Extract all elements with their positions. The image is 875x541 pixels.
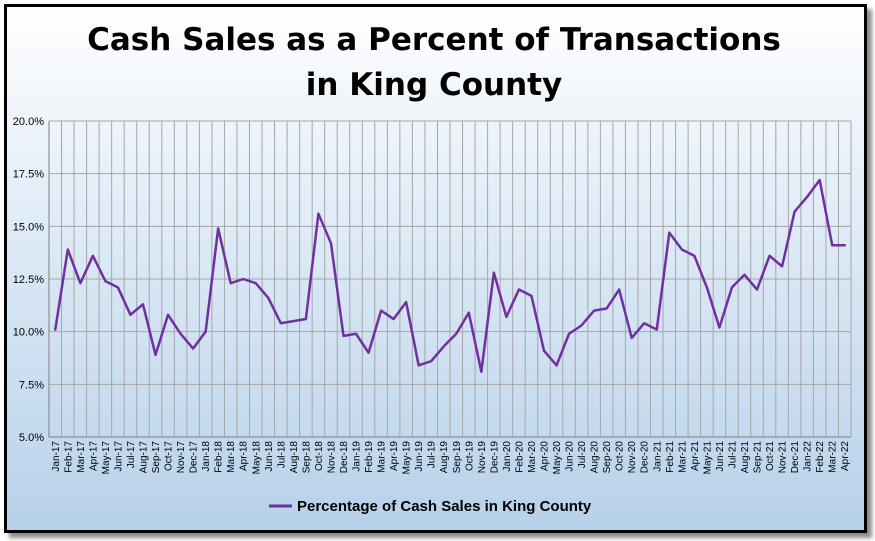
x-tick-label: May-19 xyxy=(402,441,413,475)
x-tick-label: Dec-18 xyxy=(339,441,350,474)
x-tick-label: Sep-20 xyxy=(602,441,613,474)
x-tick-label: Jun-19 xyxy=(414,441,425,472)
y-tick-label: 15.0% xyxy=(13,221,44,233)
x-tick-label: Feb-22 xyxy=(815,441,826,473)
x-tick-label: Oct-21 xyxy=(765,441,776,471)
x-tick-label: Sep-21 xyxy=(753,441,764,474)
series-layer xyxy=(54,178,846,373)
x-tick-label: Oct-20 xyxy=(615,441,626,471)
x-tick-label: Aug-17 xyxy=(138,441,149,474)
x-tick-label: Jun-21 xyxy=(715,441,726,472)
x-tick-label: Aug-20 xyxy=(590,441,601,474)
x-tick-label: Jul-21 xyxy=(727,441,738,469)
x-tick-label: May-17 xyxy=(101,441,112,475)
x-tick-label: Jan-20 xyxy=(502,441,513,472)
y-tick-label: 17.5% xyxy=(13,169,44,181)
legend: Percentage of Cash Sales in King County xyxy=(269,498,592,515)
x-tick-label: Sep-17 xyxy=(151,441,162,474)
x-axis-tick-labels: Jan-17 Feb-17 Mar-17 Apr-17 May-17 Jun-17 Jul-… xyxy=(51,441,851,475)
x-tick-label: Nov-17 xyxy=(176,441,187,474)
x-tick-label: Jan-21 xyxy=(652,441,663,472)
x-tick-label: Jul-17 xyxy=(126,441,137,469)
chart-frame xyxy=(4,4,867,533)
x-tick-label: Feb-21 xyxy=(665,441,676,473)
axes xyxy=(48,121,851,438)
y-tick-label: 5.0% xyxy=(19,432,44,444)
x-tick-label: Sep-18 xyxy=(301,441,312,474)
x-tick-label: Apr-18 xyxy=(239,441,250,471)
x-tick-label: Nov-18 xyxy=(326,441,337,474)
series-line xyxy=(54,178,846,373)
x-tick-label: Mar-17 xyxy=(76,441,87,473)
x-tick-label: Apr-22 xyxy=(840,441,851,471)
x-tick-label: Nov-19 xyxy=(477,441,488,474)
x-tick-label: Nov-21 xyxy=(778,441,789,474)
y-tick-label: 10.0% xyxy=(13,327,44,339)
x-tick-label: May-20 xyxy=(552,441,563,475)
x-tick-label: May-21 xyxy=(702,441,713,475)
x-tick-label: Apr-17 xyxy=(88,441,99,471)
chart-title-line-1: Cash Sales as a Percent of Transactions xyxy=(87,22,781,58)
x-tick-label: Apr-19 xyxy=(389,441,400,471)
x-tick-label: Dec-21 xyxy=(790,441,801,474)
x-tick-label: Mar-21 xyxy=(677,441,688,473)
x-tick-label: May-18 xyxy=(251,441,262,475)
x-tick-label: Apr-20 xyxy=(539,441,550,471)
legend-label: Percentage of Cash Sales in King County xyxy=(297,498,592,515)
x-tick-label: Aug-18 xyxy=(289,441,300,474)
x-tick-label: Feb-19 xyxy=(364,441,375,473)
x-tick-label: Aug-19 xyxy=(439,441,450,474)
x-tick-label: Jul-18 xyxy=(276,441,287,469)
x-tick-label: Jun-17 xyxy=(113,441,124,472)
y-tick-label: 12.5% xyxy=(13,274,44,286)
x-tick-label: Jun-20 xyxy=(565,441,576,472)
x-tick-label: Jan-22 xyxy=(803,441,814,472)
x-tick-label: Dec-19 xyxy=(489,441,500,474)
x-tick-label: Jul-20 xyxy=(577,441,588,469)
x-tick-label: Jun-18 xyxy=(264,441,275,472)
y-tick-label: 7.5% xyxy=(19,379,44,391)
gridlines xyxy=(48,120,852,438)
x-tick-label: Oct-18 xyxy=(314,441,325,471)
x-tick-label: Sep-19 xyxy=(452,441,463,474)
x-tick-label: Feb-18 xyxy=(214,441,225,473)
x-tick-label: Dec-17 xyxy=(189,441,200,474)
y-axis-tick-labels: 5.0% 7.5% 10.0% 12.5% 15.0% 17.5% 20.0% xyxy=(13,116,44,444)
x-tick-label: Mar-22 xyxy=(828,441,839,473)
x-tick-label: Mar-18 xyxy=(226,441,237,473)
x-tick-label: Jan-17 xyxy=(51,441,62,472)
x-tick-label: Jul-19 xyxy=(427,441,438,469)
x-tick-label: Apr-21 xyxy=(690,441,701,471)
x-tick-label: Jan-18 xyxy=(201,441,212,472)
x-tick-label: Nov-20 xyxy=(627,441,638,474)
x-tick-label: Dec-20 xyxy=(640,441,651,474)
x-tick-label: Oct-19 xyxy=(464,441,475,471)
x-tick-label: Oct-17 xyxy=(164,441,175,471)
x-tick-label: Jan-19 xyxy=(352,441,363,472)
x-tick-label: Feb-20 xyxy=(514,441,525,473)
x-tick-label: Aug-21 xyxy=(740,441,751,474)
chart-title-line-2: in King County xyxy=(306,67,562,103)
x-tick-label: Mar-19 xyxy=(377,441,388,473)
x-tick-label: Mar-20 xyxy=(527,441,538,473)
y-tick-label: 20.0% xyxy=(13,116,44,128)
x-tick-label: Feb-17 xyxy=(63,441,74,473)
